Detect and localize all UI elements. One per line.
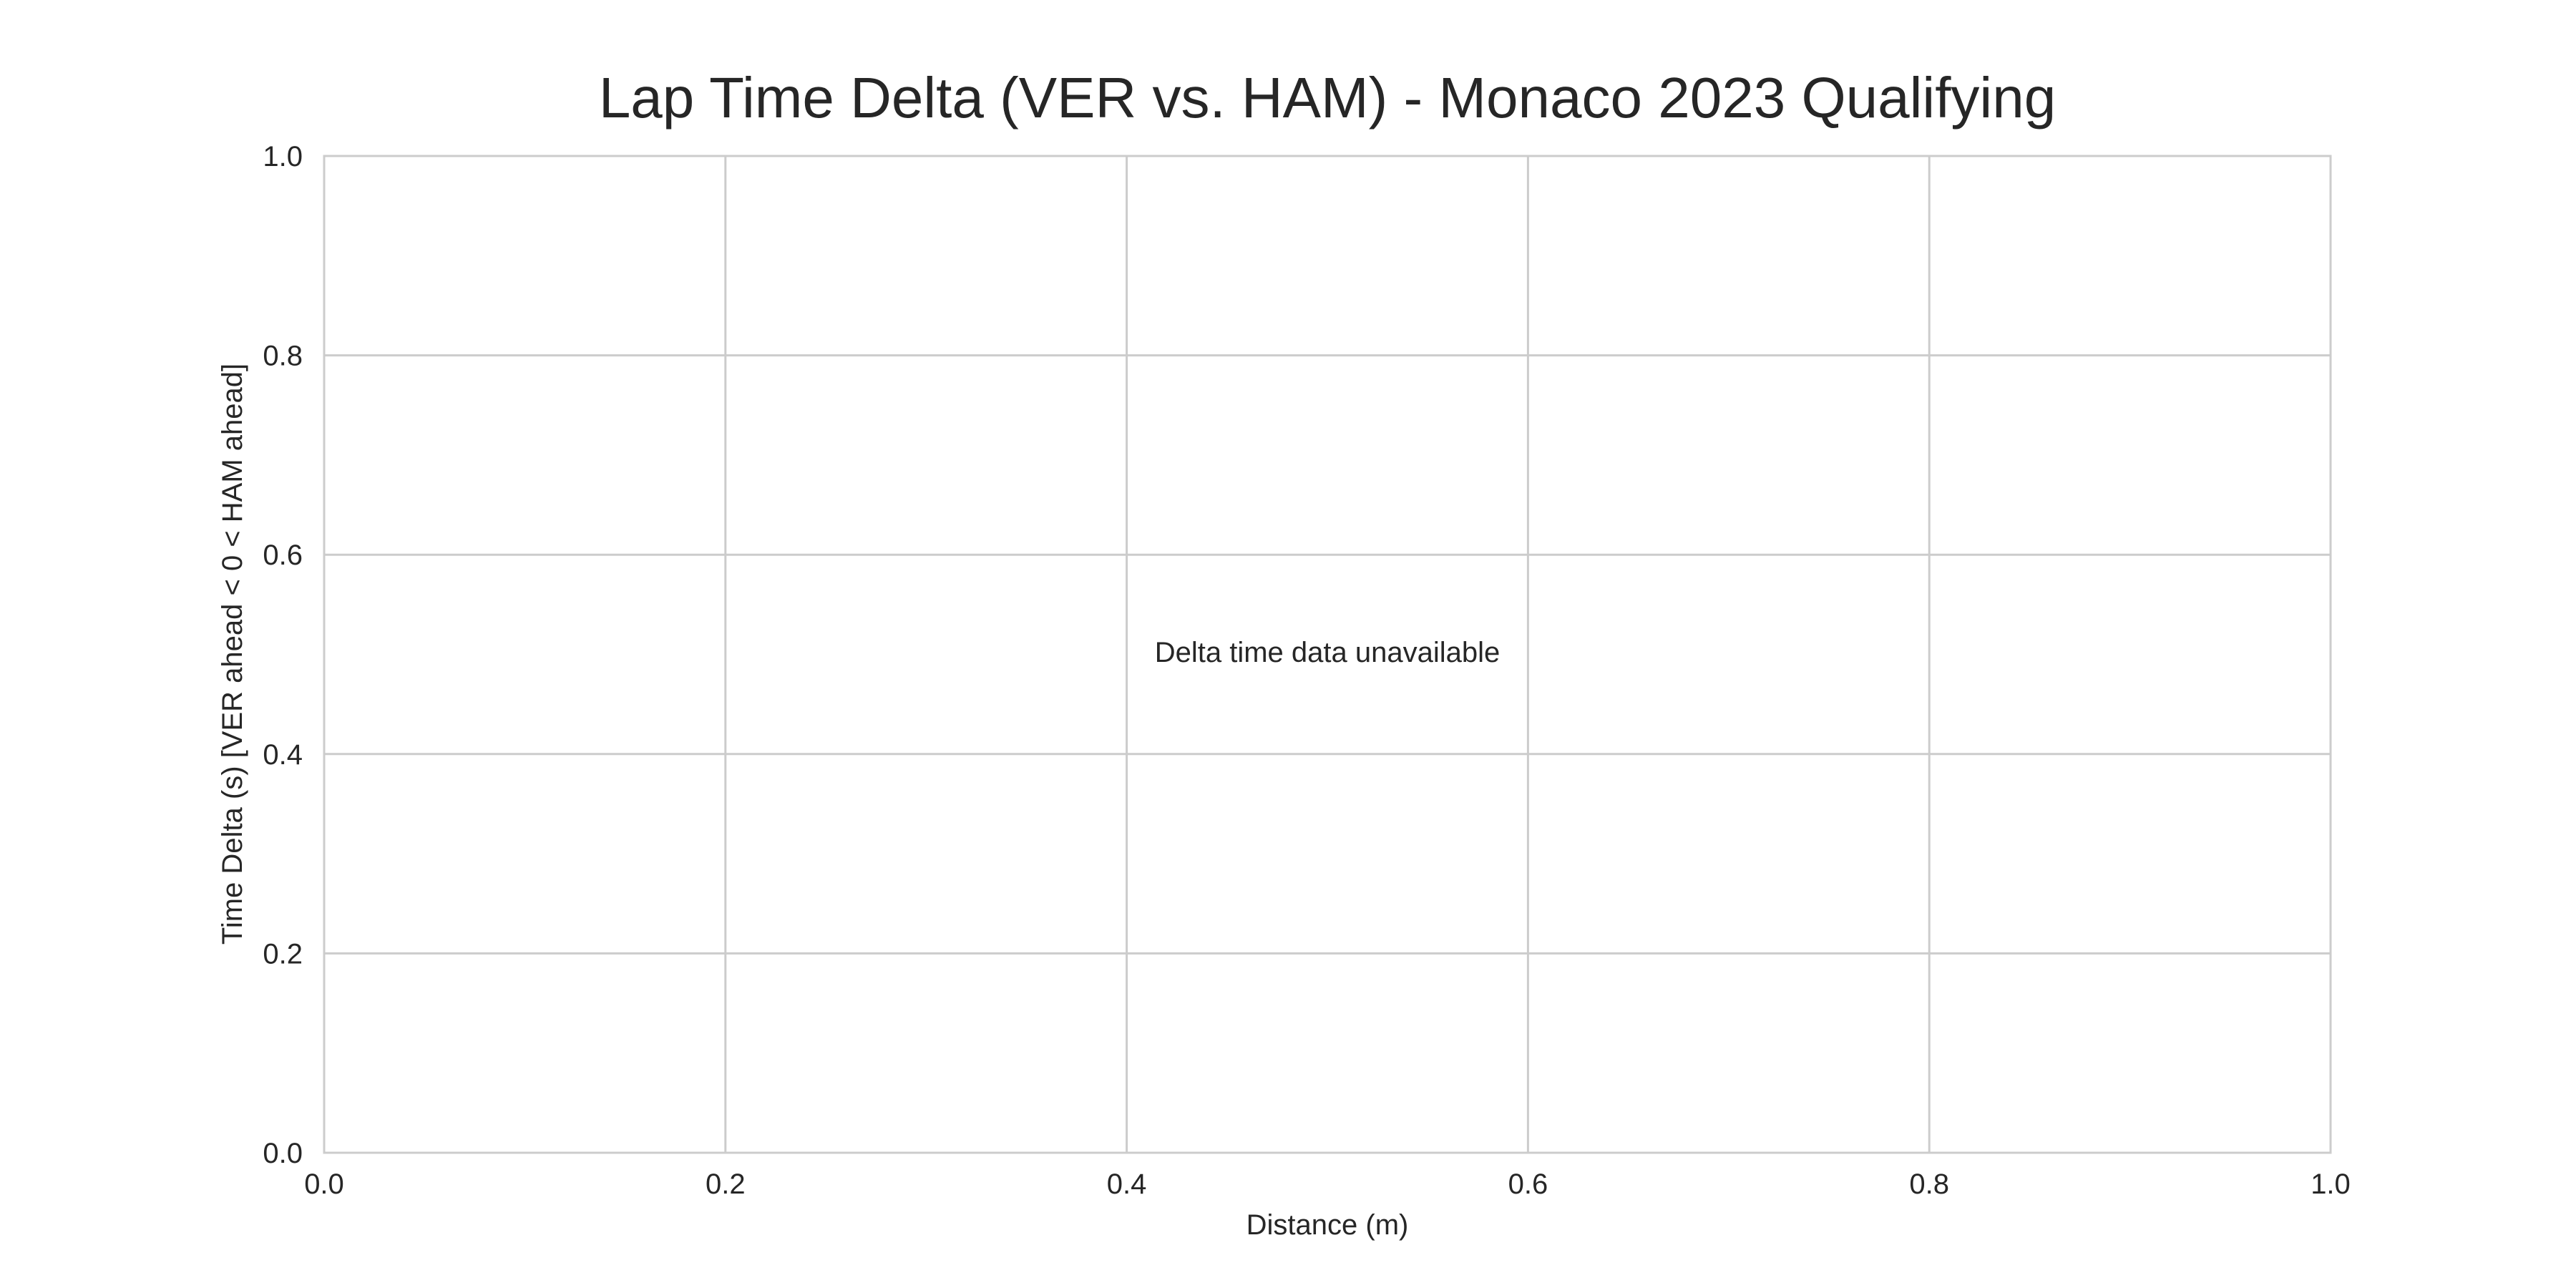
- x-tick-label: 0.2: [706, 1169, 746, 1200]
- x-tick-label: 1.0: [2311, 1169, 2351, 1200]
- x-axis-label: Distance (m): [1246, 1209, 1409, 1241]
- chart-annotation: Delta time data unavailable: [1155, 637, 1501, 668]
- y-axis-label: Time Delta (s) [VER ahead < 0 < HAM ahea…: [217, 364, 248, 945]
- x-tick-labels: 0.0 0.2 0.4 0.6 0.8 1.0: [304, 1169, 2351, 1200]
- y-tick-labels: 0.0 0.2 0.4 0.6 0.8 1.0: [263, 141, 303, 1169]
- x-tick-label: 0.4: [1107, 1169, 1147, 1200]
- x-tick-label: 0.8: [1909, 1169, 1949, 1200]
- y-tick-label: 0.0: [263, 1138, 303, 1169]
- plot-area: [323, 155, 2332, 1154]
- y-tick-label: 1.0: [263, 141, 303, 172]
- y-tick-label: 0.4: [263, 739, 303, 771]
- x-tick-label: 0.0: [304, 1169, 344, 1200]
- x-tick-label: 0.6: [1508, 1169, 1548, 1200]
- y-tick-label: 0.2: [263, 938, 303, 970]
- y-tick-label: 0.8: [263, 341, 303, 372]
- chart-title: Lap Time Delta (VER vs. HAM) - Monaco 20…: [599, 66, 2056, 130]
- y-tick-label: 0.6: [263, 540, 303, 571]
